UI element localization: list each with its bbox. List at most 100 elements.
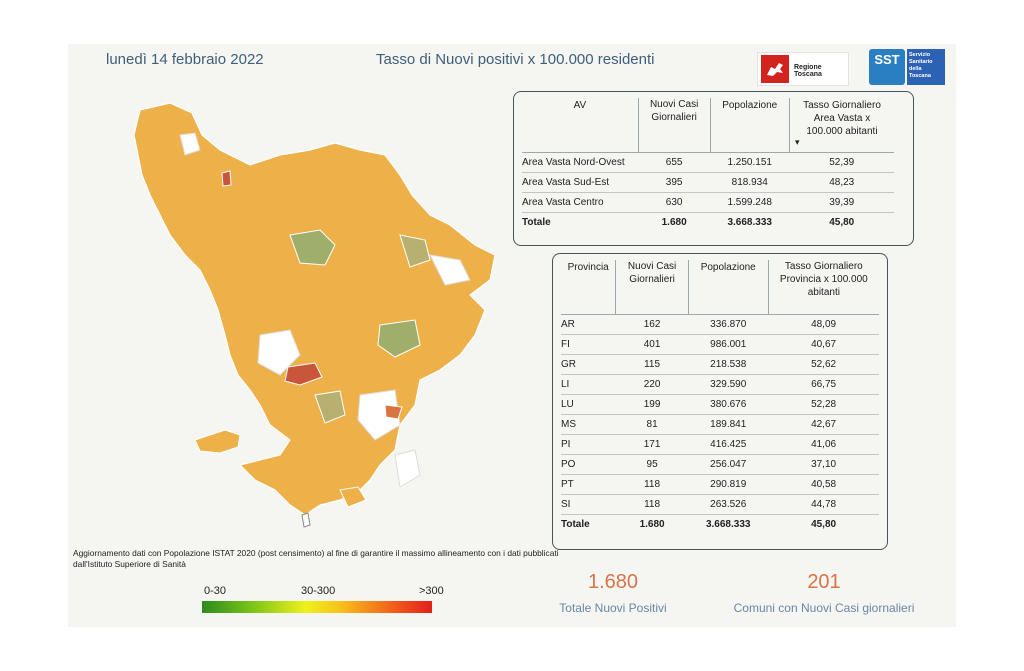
- map-region-shape: [133, 102, 496, 516]
- map-low-area: [399, 234, 431, 268]
- col-header-rate: Tasso Giornaliero Provincia x 100.000 ab…: [767, 260, 879, 315]
- col-header-cases: Nuovi Casi Giornalieri: [637, 98, 710, 153]
- provincia-table-box: Provincia Nuovi Casi Giornalieri Popolaz…: [552, 253, 888, 550]
- row-name: PI: [561, 434, 616, 455]
- row-cases: 395: [638, 172, 710, 193]
- map-island: [194, 429, 241, 454]
- sst-logo: SST Servizio Sanitario della Toscana: [869, 49, 947, 85]
- table-row: PT 118 290.819 40,58: [561, 474, 879, 495]
- row-name: Area Vasta Sud-Est: [522, 172, 639, 193]
- total-name: Totale: [561, 514, 616, 534]
- row-rate: 37,10: [768, 454, 879, 475]
- row-rate: 40,58: [768, 474, 879, 495]
- row-name: SI: [561, 494, 616, 515]
- col-header-rate-cell: Tasso Giornaliero Area Vasta x 100.000 a…: [788, 98, 894, 153]
- map-white-area: [394, 449, 421, 488]
- row-rate: 48,09: [768, 314, 879, 335]
- col-header-rate: Tasso Giornaliero Area Vasta x 100.000 a…: [803, 100, 881, 137]
- row-cases: 95: [615, 454, 689, 475]
- table-row: FI 401 986.001 40,67: [561, 334, 879, 355]
- map-high-area: [284, 362, 323, 386]
- row-name: Area Vasta Nord-Ovest: [522, 152, 639, 173]
- row-pop: 1.599.248: [710, 192, 790, 213]
- row-cases: 171: [615, 434, 689, 455]
- report-date: lunedì 14 febbraio 2022: [106, 51, 264, 68]
- update-note: Aggiornamento dati con Popolazione ISTAT…: [73, 548, 559, 569]
- sst-text: Servizio Sanitario della Toscana: [907, 49, 945, 85]
- row-rate: 52,39: [789, 152, 894, 173]
- map-low-area: [289, 229, 336, 266]
- row-rate: 39,39: [789, 192, 894, 213]
- pegasus-icon: [761, 55, 789, 83]
- col-header-provincia: Provincia: [561, 260, 616, 315]
- total-row: Totale 1.680 3.668.333 45,80: [522, 212, 894, 232]
- comuni-label: Comuni con Nuovi Casi giornalieri: [733, 601, 915, 615]
- total-pop: 3.668.333: [710, 212, 790, 232]
- total-pop: 3.668.333: [688, 514, 769, 534]
- row-cases: 655: [638, 152, 710, 173]
- table-header-row: Provincia Nuovi Casi Giornalieri Popolaz…: [561, 260, 879, 315]
- table-row: Area Vasta Centro 630 1.599.248 39,39: [522, 192, 894, 213]
- row-pop: 818.934: [710, 172, 790, 193]
- row-cases: 118: [615, 474, 689, 495]
- row-name: AR: [561, 314, 616, 335]
- total-new-positives-label: Totale Nuovi Positivi: [559, 601, 667, 615]
- total-cases: 1.680: [615, 514, 689, 534]
- row-name: Area Vasta Centro: [522, 192, 639, 213]
- table-row: GR 115 218.538 52,62: [561, 354, 879, 375]
- legend-label-mid: 30-300: [301, 585, 336, 597]
- map-island: [301, 512, 311, 528]
- table-header-row: AV Nuovi Casi Giornalieri Popolazione Ta…: [522, 98, 894, 153]
- regione-toscana-logo: Regione Toscana: [757, 52, 849, 86]
- row-name: LI: [561, 374, 616, 395]
- table-row: Area Vasta Sud-Est 395 818.934 48,23: [522, 172, 894, 193]
- row-pop: 986.001: [688, 334, 769, 355]
- row-cases: 199: [615, 394, 689, 415]
- tuscany-map: [133, 102, 496, 528]
- row-pop: 263.526: [688, 494, 769, 515]
- row-name: PO: [561, 454, 616, 475]
- sst-mark: SST: [869, 49, 905, 85]
- row-name: MS: [561, 414, 616, 435]
- table-row: Area Vasta Nord-Ovest 655 1.250.151 52,3…: [522, 152, 894, 173]
- row-pop: 329.590: [688, 374, 769, 395]
- map-high-area: [221, 170, 232, 187]
- page-title: Tasso di Nuovi positivi x 100.000 reside…: [376, 51, 655, 68]
- area-vasta-table-box: AV Nuovi Casi Giornalieri Popolazione Ta…: [513, 91, 914, 246]
- regione-toscana-text: Regione Toscana: [794, 64, 822, 78]
- row-pop: 336.870: [688, 314, 769, 335]
- row-name: LU: [561, 394, 616, 415]
- map-low-area: [314, 390, 346, 424]
- table-row: LU 199 380.676 52,28: [561, 394, 879, 415]
- row-pop: 1.250.151: [710, 152, 790, 173]
- row-pop: 218.538: [688, 354, 769, 375]
- sort-indicator-icon[interactable]: ▾: [794, 137, 800, 147]
- row-rate: 52,62: [768, 354, 879, 375]
- map-white-area: [179, 132, 201, 156]
- row-pop: 189.841: [688, 414, 769, 435]
- row-name: FI: [561, 334, 616, 355]
- col-header-pop: Popolazione: [687, 260, 769, 315]
- legend-label-high: >300: [419, 585, 444, 597]
- row-rate: 41,06: [768, 434, 879, 455]
- total-new-positives-value: 1.680: [587, 571, 639, 593]
- row-cases: 81: [615, 414, 689, 435]
- map-white-area: [257, 329, 301, 376]
- row-cases: 118: [615, 494, 689, 515]
- legend-label-low: 0-30: [204, 585, 227, 597]
- row-pop: 290.819: [688, 474, 769, 495]
- map-island: [339, 486, 367, 508]
- table-row: PO 95 256.047 37,10: [561, 454, 879, 475]
- row-cases: 401: [615, 334, 689, 355]
- row-name: PT: [561, 474, 616, 495]
- total-rate: 45,80: [789, 212, 894, 232]
- row-pop: 380.676: [688, 394, 769, 415]
- row-rate: 52,28: [768, 394, 879, 415]
- row-cases: 115: [615, 354, 689, 375]
- map-high-area: [384, 404, 403, 420]
- map-white-area: [357, 389, 401, 441]
- row-rate: 44,78: [768, 494, 879, 515]
- table-row: PI 171 416.425 41,06: [561, 434, 879, 455]
- row-cases: 220: [615, 374, 689, 395]
- map-white-area: [429, 254, 471, 286]
